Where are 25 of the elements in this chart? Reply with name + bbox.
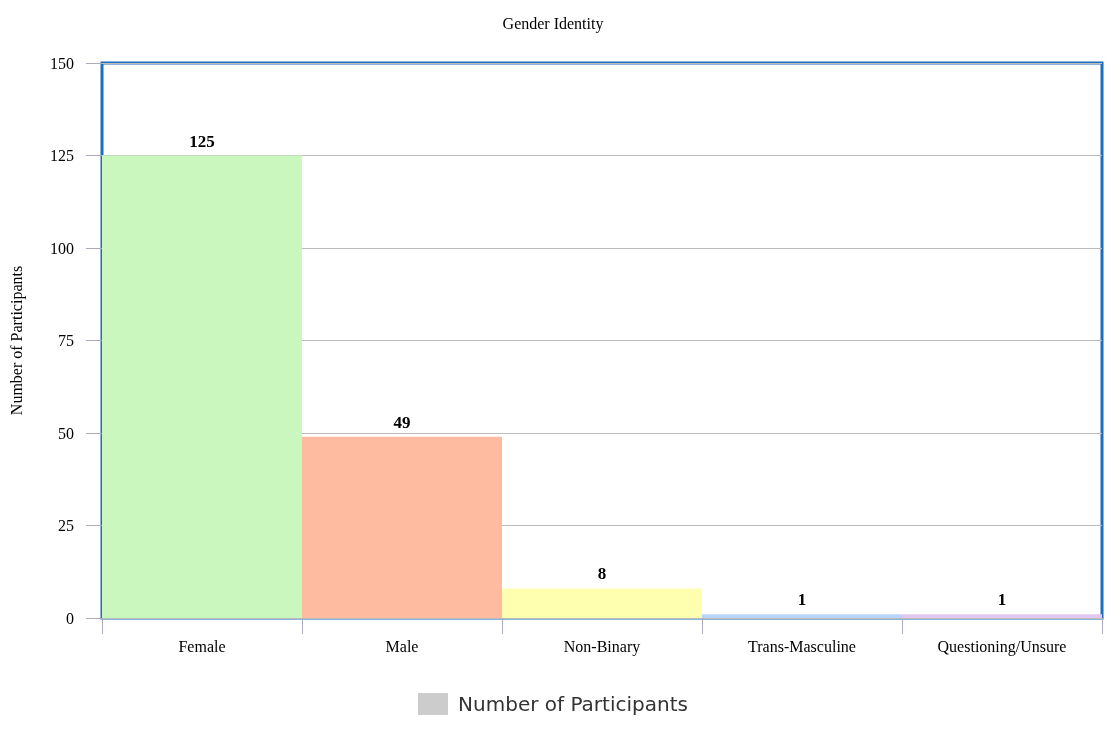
y-axis-title: Number of Participants	[7, 265, 26, 416]
data-label: 1	[797, 590, 807, 610]
x-tick-label: Non-Binary	[563, 637, 641, 656]
x-tick-label: Trans-Masculine	[748, 637, 856, 655]
y-tick-label: 75	[58, 332, 74, 349]
x-tick-label: Male	[385, 637, 419, 655]
y-tick-label: 100	[50, 239, 74, 257]
y-tick-label: 125	[50, 147, 74, 164]
bar	[102, 155, 302, 618]
bar	[302, 436, 502, 618]
bar	[702, 614, 902, 618]
y-tick-label: 25	[58, 517, 74, 534]
data-label: 125	[189, 131, 215, 151]
x-tick-label: Questioning/Unsure	[937, 637, 1067, 656]
data-label: 8	[597, 564, 607, 584]
bar	[902, 614, 1102, 618]
chart-title: Gender Identity	[502, 14, 604, 33]
x-tick-label: Female	[178, 637, 226, 655]
data-label: 49	[393, 412, 411, 432]
data-label: 1	[997, 590, 1007, 610]
text: Number of Participants	[458, 692, 688, 716]
y-tick-label: 150	[50, 54, 74, 72]
bar	[502, 588, 702, 618]
y-tick-label: 0	[66, 609, 74, 627]
y-tick-label: 50	[58, 424, 74, 442]
